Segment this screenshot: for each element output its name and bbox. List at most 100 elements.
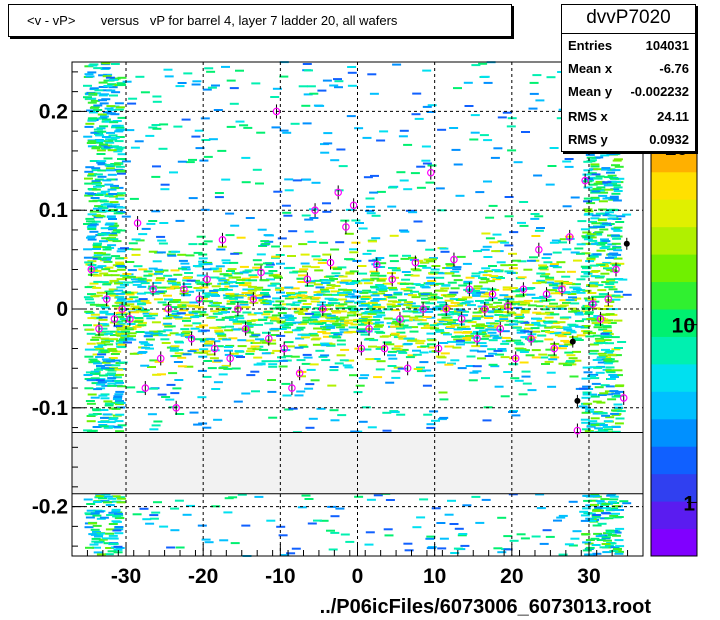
histogram-cell [589, 226, 599, 229]
histogram-cell [615, 177, 625, 180]
histogram-cell [135, 300, 145, 303]
histogram-cell [382, 429, 392, 432]
profile-point [87, 265, 96, 274]
histogram-cell [445, 345, 455, 348]
histogram-cell [166, 287, 176, 290]
histogram-cell [107, 205, 116, 208]
histogram-cell [84, 387, 94, 390]
histogram-cell [370, 299, 380, 302]
histogram-cell [203, 360, 213, 362]
histogram-cell [500, 330, 510, 333]
histogram-cell [519, 361, 529, 364]
histogram-cell [284, 297, 294, 300]
histogram-cell [609, 281, 619, 284]
histogram-cell [582, 231, 592, 234]
histogram-cell [338, 275, 348, 278]
histogram-cell [116, 328, 126, 331]
palette-swatch [651, 501, 697, 530]
histogram-cell [118, 361, 128, 364]
profile-point [481, 305, 489, 313]
histogram-cell [576, 243, 586, 246]
histogram-cell [596, 243, 606, 246]
histogram-cell [317, 89, 327, 92]
histogram-cell [439, 303, 449, 306]
histogram-cell [602, 507, 612, 510]
histogram-cell [388, 296, 397, 299]
histogram-cell [585, 335, 595, 338]
histogram-cell [601, 168, 610, 171]
histogram-cell [101, 493, 111, 496]
histogram-cell [155, 270, 164, 273]
histogram-cell [320, 282, 330, 284]
histogram-cell [351, 219, 361, 222]
histogram-cell [298, 322, 308, 325]
histogram-cell [582, 549, 592, 552]
histogram-cell [120, 325, 130, 328]
histogram-cell [279, 316, 289, 319]
histogram-cell [230, 301, 240, 303]
histogram-cell [490, 365, 500, 368]
histogram-cell [431, 308, 441, 311]
histogram-cell [142, 312, 152, 315]
histogram-cell [603, 420, 613, 423]
histogram-cell [613, 229, 623, 232]
histogram-cell [306, 368, 316, 371]
histogram-cell [526, 259, 536, 262]
histogram-cell [115, 296, 125, 299]
histogram-cell [440, 309, 450, 312]
histogram-cell [547, 385, 557, 388]
histogram-cell [471, 275, 481, 278]
histogram-cell [177, 365, 187, 368]
histogram-cell [116, 322, 126, 325]
histogram-cell [214, 345, 224, 348]
histogram-cell [85, 546, 94, 549]
histogram-cell [156, 277, 166, 280]
profile-point [349, 201, 358, 210]
histogram-cell [347, 311, 357, 314]
histogram-cell [249, 276, 259, 279]
histogram-cell [612, 159, 622, 162]
histogram-cell [294, 346, 304, 349]
histogram-cell [98, 303, 108, 306]
histogram-cell [315, 104, 325, 107]
histogram-cell [115, 430, 125, 433]
histogram-cell [211, 388, 221, 390]
histogram-cell [421, 297, 430, 300]
histogram-cell [410, 274, 420, 277]
histogram-cell [107, 377, 117, 380]
histogram-cell [158, 334, 168, 337]
histogram-cell [254, 263, 263, 266]
histogram-cell [471, 272, 481, 275]
histogram-cell [267, 379, 276, 381]
histogram-cell [426, 426, 436, 429]
histogram-cell [145, 332, 155, 335]
histogram-cell [398, 351, 408, 354]
histogram-cell [259, 348, 269, 351]
histogram-cell [294, 311, 304, 314]
histogram-cell [86, 236, 95, 239]
histogram-cell [553, 286, 563, 289]
histogram-cell [261, 295, 271, 298]
histogram-cell [596, 422, 606, 425]
profile-point [288, 384, 296, 392]
histogram-cell [436, 361, 446, 364]
histogram-cell [204, 300, 213, 303]
histogram-cell [180, 328, 190, 331]
histogram-cell [427, 280, 437, 283]
histogram-cell [209, 276, 219, 279]
histogram-cell [536, 272, 546, 275]
histogram-cell [91, 372, 101, 375]
histogram-cell [387, 300, 397, 303]
histogram-cell [509, 301, 518, 304]
histogram-cell [545, 278, 555, 281]
histogram-cell [607, 248, 616, 251]
histogram-cell [151, 124, 161, 126]
histogram-cell [472, 311, 482, 314]
histogram-cell [611, 505, 621, 508]
histogram-cell [614, 552, 624, 555]
histogram-cell [208, 292, 218, 294]
histogram-cell [195, 326, 205, 328]
histogram-cell [213, 312, 223, 315]
histogram-cell [583, 499, 593, 502]
histogram-cell [93, 242, 102, 245]
